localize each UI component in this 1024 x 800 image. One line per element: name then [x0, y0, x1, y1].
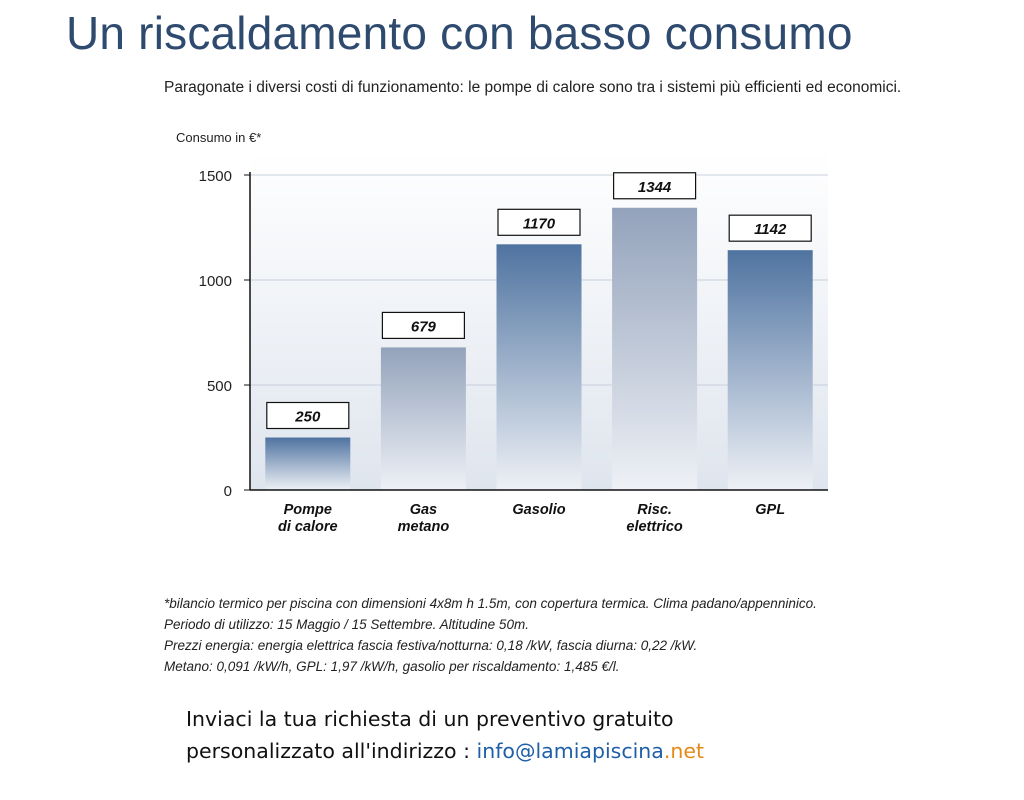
value-label: 1170 — [523, 215, 556, 232]
x-tick-label: Pompe di calore — [278, 502, 338, 535]
contact-line-1: Inviaci la tua richiesta di un preventiv… — [186, 707, 674, 731]
bar — [612, 207, 698, 490]
footnote-line: Periodo di utilizzo: 15 Maggio / 15 Sett… — [164, 617, 529, 632]
contact-message: Inviaci la tua richiesta di un preventiv… — [186, 703, 704, 767]
y-axis-label: Consumo in €* — [176, 130, 262, 145]
x-tick-label: GPL — [755, 502, 785, 518]
value-label: 250 — [294, 409, 321, 426]
footnote-line: *bilancio termico per piscina con dimens… — [164, 596, 817, 611]
x-tick-label-line: Risc. — [637, 502, 672, 518]
labels-layer: 0 500 1000 1500 250 Pompe di calore 679 Gas metan… — [199, 168, 812, 535]
footnote-line: Metano: 0,091 /kW/h, GPL: 1,97 /kW/h, ga… — [164, 659, 620, 674]
y-tick-label: 1500 — [199, 168, 232, 185]
bar — [380, 347, 466, 490]
value-label-box — [728, 214, 812, 242]
contact-line-2: personalizzato all'indirizzo : info@lami… — [186, 735, 704, 767]
value-label-box — [497, 208, 581, 236]
page-title: Un riscaldamento con basso consumo — [66, 7, 853, 59]
axis-layer — [249, 172, 828, 491]
value-label: 1344 — [638, 179, 672, 196]
x-tick-label-line: Pompe — [284, 502, 332, 518]
contact-prefix: personalizzato all'indirizzo : — [186, 739, 477, 763]
bars-layer — [265, 207, 813, 490]
x-tick-label-line: metano — [398, 519, 450, 535]
email-link-domain[interactable]: .net — [663, 739, 705, 763]
x-tick-label: Risc. elettrico — [626, 502, 683, 535]
value-label-box — [381, 311, 465, 340]
y-tick-label: 0 — [224, 483, 232, 500]
bar — [727, 250, 813, 490]
y-tick-label: 1000 — [199, 273, 232, 290]
bar — [496, 244, 582, 490]
value-label-box — [266, 401, 350, 430]
value-label: 679 — [411, 318, 437, 335]
x-tick-label-line: Gas — [410, 502, 437, 518]
x-tick-label-line: di calore — [278, 519, 338, 535]
x-tick-label-line: elettrico — [626, 519, 683, 535]
page-subtitle: Paragonate i diversi costi di funzioname… — [164, 79, 902, 96]
email-link-user[interactable]: info@lamiapiscina — [476, 739, 664, 763]
value-label-box — [612, 172, 697, 200]
x-tick-label-line: Gasolio — [512, 502, 565, 518]
bar — [265, 437, 351, 490]
value-label: 1142 — [754, 221, 787, 238]
x-tick-label: Gasolio — [512, 502, 565, 518]
x-tick-label-line: GPL — [755, 502, 785, 518]
footnotes: *bilancio termico per piscina con dimens… — [164, 593, 817, 677]
x-tick-label: Gas metano — [398, 502, 450, 535]
y-tick-label: 500 — [207, 378, 232, 395]
bar-chart: 0 500 1000 1500 250 Pompe di calore 679 Gas metan… — [199, 150, 828, 535]
footnote-line: Prezzi energia: energia elettrica fascia… — [164, 638, 698, 653]
